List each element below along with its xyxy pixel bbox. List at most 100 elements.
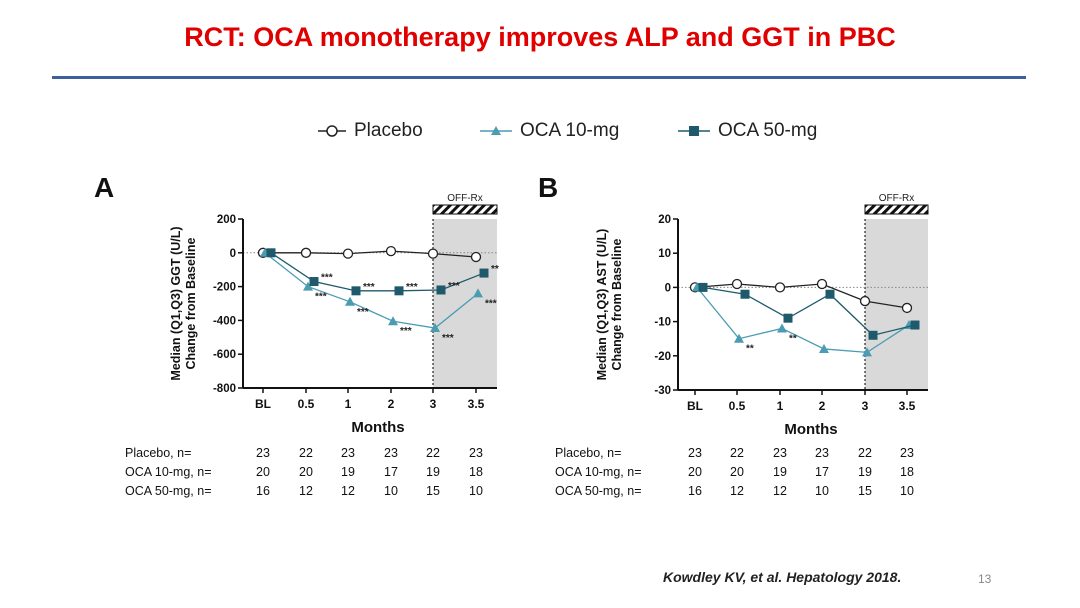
placebo-point	[427, 248, 439, 259]
n-table-cell: 18	[900, 465, 914, 479]
oca50-line	[270, 252, 485, 292]
oca50-point	[740, 289, 750, 299]
n-table-cell: 20	[256, 465, 270, 479]
panel-label-a: A	[94, 172, 115, 203]
legend-label: OCA 50-mg	[718, 120, 818, 141]
y-axis-title-line1: Median (Q1,Q3) AST (U/L)	[595, 229, 609, 381]
n-table-cell: 23	[469, 446, 483, 460]
n-table-cell: 23	[256, 446, 270, 460]
placebo-point	[731, 278, 743, 290]
x-tick-label: 3.5	[468, 397, 485, 411]
n-table-cell: 19	[773, 465, 787, 479]
n-table-row: Placebo, n= 23 22 23 23 22 23	[555, 446, 955, 465]
n-table-cell: 22	[858, 446, 872, 460]
legend-item-oca10: OCA 10-mg	[480, 120, 619, 142]
y-tick-label: -600	[213, 349, 236, 361]
n-table-cell: 22	[299, 446, 313, 460]
oca10-point	[819, 343, 829, 353]
placebo-point	[342, 248, 354, 259]
x-tick-label: BL	[687, 399, 703, 413]
n-table-cell: 22	[426, 446, 440, 460]
n-table-row: OCA 10-mg, n= 20 20 19 17 19 18	[555, 465, 955, 484]
legend-label: OCA 10-mg	[520, 120, 620, 141]
x-axis-title: Months	[784, 421, 837, 438]
y-tick-label: 0	[230, 248, 236, 260]
oca50-point	[825, 289, 835, 299]
n-table-cell: 10	[469, 484, 483, 498]
oca50-point	[266, 248, 276, 258]
placebo-point	[774, 282, 786, 293]
n-table-row: OCA 10-mg, n= 20 20 19 17 19 18	[125, 465, 525, 484]
oca10-point	[777, 323, 787, 333]
y-tick-label: 10	[658, 248, 671, 260]
n-table-row-label: OCA 10-mg, n=	[555, 465, 642, 479]
citation: Kowdley KV, et al. Hepatology 2018.	[663, 569, 902, 585]
placebo-point	[816, 278, 828, 290]
x-axis-title: Months	[351, 419, 404, 436]
n-table-cell: 23	[341, 446, 355, 460]
oca50-point	[783, 313, 793, 323]
y-tick-label: -200	[213, 282, 236, 294]
significance-annotation: **	[746, 344, 754, 355]
significance-annotation: **	[789, 333, 797, 344]
n-table-cell: 16	[688, 484, 702, 498]
n-table-cell: 22	[730, 446, 744, 460]
page-number: 13	[978, 572, 992, 586]
x-tick-label: 3	[862, 399, 869, 413]
placebo-point	[859, 295, 871, 307]
y-tick-label: -10	[654, 317, 671, 329]
n-table-cell: 10	[900, 484, 914, 498]
x-tick-label: 1	[777, 399, 784, 413]
n-table-cell: 12	[773, 484, 787, 498]
x-tick-label: BL	[255, 397, 271, 411]
off-rx-hatch-bar	[432, 204, 498, 215]
n-table-row-label: OCA 50-mg, n=	[125, 484, 212, 498]
n-table-cell: 23	[900, 446, 914, 460]
oca50-point	[698, 282, 708, 292]
n-table-cell: 12	[299, 484, 313, 498]
n-table-cell: 17	[815, 465, 829, 479]
n-table-b: Placebo, n= 23 22 23 23 22 23 OCA 10-mg, n= 20 20…	[555, 446, 955, 503]
placebo-point	[470, 251, 482, 263]
x-tick-label: 2	[388, 397, 395, 411]
n-table-cell: 12	[730, 484, 744, 498]
y-tick-label: -800	[213, 383, 236, 395]
y-axis-title-line1: Median (Q1,Q3) GGT (U/L)	[169, 226, 183, 380]
n-table-cell: 15	[858, 484, 872, 498]
significance-annotation: ***	[357, 307, 369, 318]
legend-item-placebo: Placebo	[318, 120, 423, 142]
slide-title: RCT: OCA monotherapy improves ALP and GG…	[184, 22, 896, 52]
n-table-cell: 23	[688, 446, 702, 460]
oca50-point	[309, 277, 319, 287]
x-tick-label: 3	[430, 397, 437, 411]
y-axis-title-line2: Change from Baseline	[610, 238, 624, 370]
oca10-point	[388, 316, 398, 326]
significance-annotation: ***	[321, 273, 333, 284]
off-rx-label: OFF-Rx	[447, 193, 483, 204]
y-tick-label: -400	[213, 315, 236, 327]
placebo-point	[901, 302, 913, 314]
oca10-point	[734, 333, 744, 343]
oca50-point	[436, 285, 446, 295]
n-table-cell: 16	[256, 484, 270, 498]
n-table-cell: 20	[688, 465, 702, 479]
oca50-line	[702, 286, 916, 336]
n-table-cell: 17	[384, 465, 398, 479]
oca50-point	[351, 286, 361, 296]
n-table-cell: 15	[426, 484, 440, 498]
significance-annotation: ***	[448, 281, 460, 292]
placebo-point	[385, 245, 397, 257]
n-table-cell: 20	[299, 465, 313, 479]
oca50-point	[868, 330, 878, 340]
legend: Placebo OCA 10-mg OCA 50-mg	[0, 120, 1080, 146]
n-table-cell: 23	[773, 446, 787, 460]
off-rx-label: OFF-Rx	[879, 193, 915, 204]
y-tick-label: -20	[654, 351, 671, 363]
open-circle-marker-icon	[318, 125, 346, 137]
n-table-cell: 12	[341, 484, 355, 498]
y-tick-label: 20	[658, 214, 671, 226]
n-table-row: OCA 50-mg, n= 16 12 12 10 15 10	[125, 484, 525, 503]
n-table-row-label: OCA 50-mg, n=	[555, 484, 642, 498]
n-table-row-label: Placebo, n=	[555, 446, 622, 460]
